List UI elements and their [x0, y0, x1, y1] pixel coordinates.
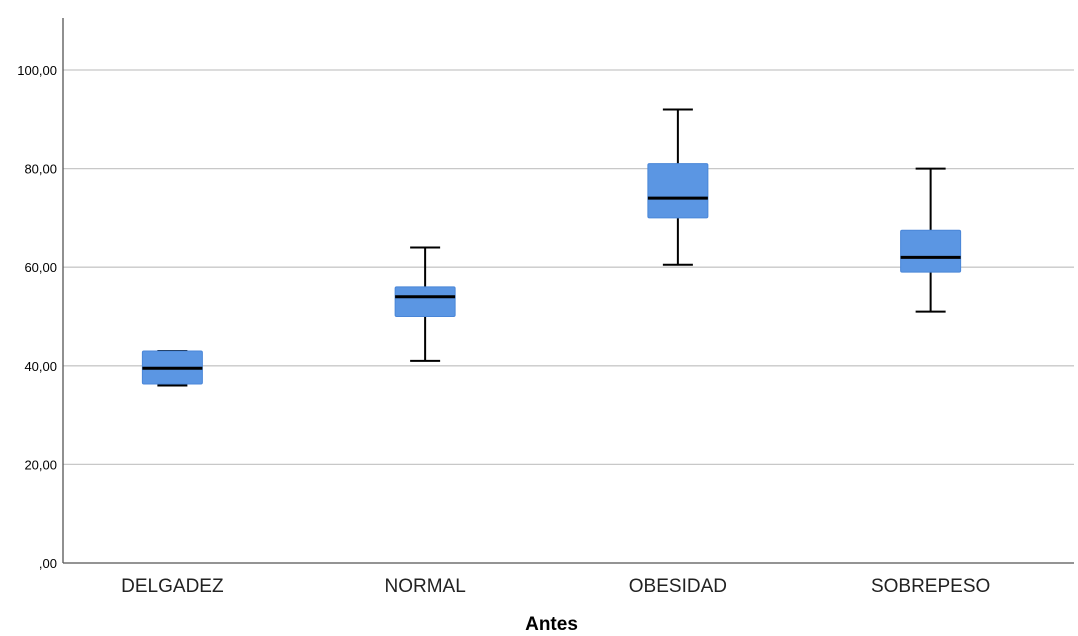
box-delgadez	[141, 350, 203, 387]
x-tick-label: OBESIDAD	[629, 576, 727, 597]
category-labels: DELGADEZ NORMAL OBESIDAD SOBREPESO	[121, 576, 990, 597]
y-tick-label: 40,00	[24, 359, 57, 374]
y-tick-label: 20,00	[24, 457, 57, 472]
box-sobrepeso	[900, 167, 962, 313]
box-obesidad	[647, 108, 709, 266]
boxes	[141, 108, 962, 387]
x-axis-title: Antes	[525, 614, 578, 635]
box-normal	[394, 246, 456, 362]
iqr-box	[394, 286, 456, 318]
x-tick-label: DELGADEZ	[121, 576, 224, 597]
y-tick-labels: ,00 20,00 40,00 60,00 80,00 100,00	[17, 63, 57, 571]
y-tick-label: 80,00	[24, 162, 57, 177]
y-tick-label: 100,00	[17, 63, 57, 78]
y-tick-label: ,00	[39, 556, 57, 571]
x-tick-label: SOBREPESO	[871, 576, 990, 597]
iqr-box	[647, 163, 709, 219]
grid-lines	[63, 69, 1074, 466]
axes	[62, 18, 1074, 564]
y-tick-label: 60,00	[24, 260, 57, 275]
x-tick-label: NORMAL	[384, 576, 465, 597]
iqr-box	[900, 229, 962, 273]
